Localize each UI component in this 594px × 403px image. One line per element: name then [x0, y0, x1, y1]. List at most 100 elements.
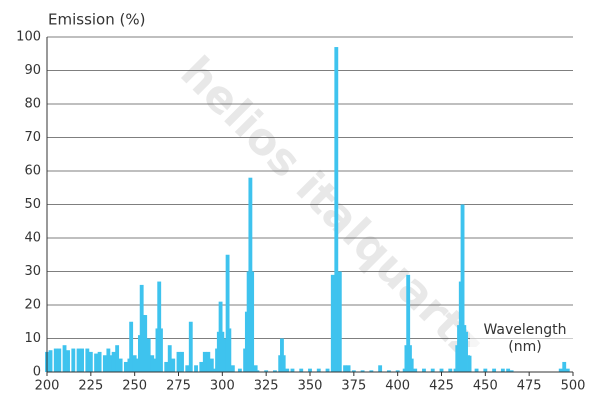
bar [106, 348, 111, 372]
bar [227, 328, 232, 372]
y-tick-label: 80 [24, 97, 41, 112]
bar [237, 368, 242, 372]
bar [264, 370, 269, 372]
bar [409, 358, 414, 372]
bar [85, 348, 90, 372]
bar [76, 348, 81, 372]
bar [66, 350, 70, 372]
bar [115, 345, 120, 372]
bar [146, 338, 151, 372]
bar [167, 345, 172, 372]
bar [325, 368, 330, 372]
bar [299, 368, 304, 372]
bar [285, 368, 290, 372]
bar [439, 368, 444, 372]
bar [346, 365, 351, 372]
y-tick-label: 40 [24, 231, 41, 246]
bar [343, 365, 347, 372]
bar [422, 368, 426, 372]
bar [334, 47, 339, 373]
y-tick-label: 70 [24, 130, 41, 145]
bar [111, 351, 116, 372]
bar [430, 368, 435, 372]
bar [500, 368, 505, 372]
bar [185, 365, 190, 372]
bar [273, 370, 277, 372]
bar [180, 351, 184, 372]
bar [157, 281, 162, 372]
bar [97, 351, 102, 372]
bar [143, 315, 148, 372]
y-axis-label: Emission (%) [48, 11, 145, 29]
bar [202, 351, 207, 372]
bar [413, 368, 418, 372]
x-tick-label: 500 [561, 379, 586, 394]
bar [118, 358, 123, 372]
x-tick-label: 300 [210, 379, 235, 394]
bar [509, 370, 514, 372]
bar [53, 348, 58, 372]
bar [290, 368, 295, 372]
bar [225, 254, 230, 372]
bar [558, 368, 563, 372]
x-tick-label: 225 [78, 379, 103, 394]
x-tick-label: 400 [385, 379, 410, 394]
bar [132, 355, 137, 372]
bar [123, 361, 128, 372]
y-tick-label: 50 [24, 197, 41, 212]
bar [460, 204, 465, 372]
y-tick-label: 30 [24, 264, 41, 279]
bar [330, 274, 335, 372]
bar [369, 370, 374, 372]
bar [562, 361, 567, 372]
bar [129, 321, 134, 372]
x-tick-label: 250 [122, 379, 147, 394]
y-tick-label: 60 [24, 164, 41, 179]
x-tick-label: 375 [341, 379, 366, 394]
bar [395, 370, 400, 372]
bar [351, 370, 356, 372]
y-tick-label: 0 [33, 365, 41, 380]
bar [159, 328, 163, 372]
x-tick-label: 350 [298, 379, 323, 394]
x-tick-label: 275 [166, 379, 191, 394]
bar [176, 351, 181, 372]
bar [281, 355, 286, 372]
bar [57, 348, 62, 372]
bar [406, 274, 411, 372]
bar [164, 361, 169, 372]
bar [88, 351, 93, 372]
bar [492, 368, 497, 372]
bar [206, 351, 211, 372]
bar [467, 355, 472, 372]
bar [253, 365, 258, 372]
bar [209, 358, 214, 372]
bar [308, 368, 312, 372]
y-tick-label: 10 [24, 331, 41, 346]
bar [220, 331, 225, 372]
bar [80, 348, 84, 372]
x-axis-label: Wavelength (nm) [470, 322, 580, 356]
bar [474, 368, 479, 372]
x-tick-label: 450 [473, 379, 498, 394]
bar [386, 370, 391, 372]
bar [102, 355, 107, 372]
bar [71, 348, 76, 372]
bar [230, 365, 235, 372]
bar [360, 370, 365, 372]
bar [199, 361, 204, 372]
bar [150, 355, 155, 372]
x-tick-label: 200 [35, 379, 60, 394]
x-tick-label: 475 [517, 379, 542, 394]
bar [464, 331, 468, 372]
y-tick-label: 90 [24, 63, 41, 78]
bar [337, 271, 342, 372]
bar [62, 345, 67, 372]
bar [48, 350, 53, 372]
bar [448, 368, 453, 372]
y-tick-label: 100 [16, 30, 41, 45]
bar [171, 358, 176, 372]
bar [255, 370, 260, 372]
bar [250, 271, 255, 372]
